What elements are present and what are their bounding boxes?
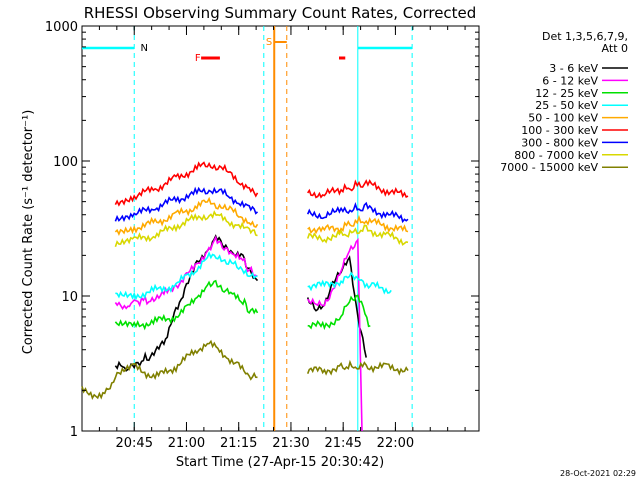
series-layer <box>81 161 409 432</box>
y-tick-label: 1 <box>70 425 78 440</box>
legend-label-1: 6 - 12 keV <box>542 74 598 87</box>
legend-header-0: Det 1,3,5,6,7,9, <box>542 30 628 43</box>
series-line-3-seg-1 <box>307 271 392 295</box>
series-1 <box>114 235 363 432</box>
annotation-f: F <box>195 53 201 64</box>
x-tick-label: 21:15 <box>220 436 257 451</box>
series-line-6-seg-0 <box>114 186 259 223</box>
series-3 <box>115 251 392 301</box>
series-line-4-seg-0 <box>114 196 259 236</box>
series-line-8-seg-1 <box>306 359 409 376</box>
x-axis-label: Start Time (27-Apr-15 20:30:42) <box>176 455 384 470</box>
series-5 <box>114 161 409 207</box>
series-line-3-seg-0 <box>115 251 258 301</box>
series-6 <box>114 186 409 224</box>
annotation-layer: N F S <box>82 37 413 64</box>
annotation-n: N <box>141 43 148 54</box>
series-line-5-seg-0 <box>114 161 259 207</box>
legend-label-2: 12 - 25 keV <box>535 87 598 100</box>
series-4 <box>114 196 409 236</box>
y-tick-label: 1000 <box>45 20 78 35</box>
series-line-6-seg-1 <box>306 201 409 224</box>
series-line-2-seg-0 <box>114 279 259 331</box>
series-line-2-seg-1 <box>307 294 371 331</box>
series-line-8-seg-0 <box>81 339 258 400</box>
y-tick-label: 10 <box>61 290 78 305</box>
x-tick-label: 20:45 <box>116 436 153 451</box>
x-tick-label: 22:00 <box>377 436 414 451</box>
legend-label-4: 50 - 100 keV <box>528 112 598 125</box>
legend-label-3: 25 - 50 keV <box>535 99 598 112</box>
y-axis: 1 10 100 1000 <box>45 20 479 440</box>
series-line-0-seg-0 <box>114 234 259 372</box>
footer-date: 28-Oct-2021 02:29 <box>560 469 636 478</box>
series-line-7-seg-1 <box>306 224 409 246</box>
series-0 <box>114 234 367 372</box>
series-line-4-seg-1 <box>307 214 409 235</box>
y-tick-label: 100 <box>53 155 78 170</box>
series-line-5-seg-1 <box>307 179 409 199</box>
legend-label-5: 100 - 300 keV <box>521 124 598 137</box>
series-line-1-seg-0 <box>114 235 258 311</box>
series-line-7-seg-0 <box>114 210 258 247</box>
x-tick-label: 21:45 <box>324 436 361 451</box>
legend-header-1: Att 0 <box>602 42 628 55</box>
x-axis: 20:45 21:00 21:15 21:30 21:45 22:00 <box>81 26 466 451</box>
plot-frame <box>81 25 480 432</box>
series-7 <box>114 210 409 247</box>
legend-label-7: 800 - 7000 keV <box>514 149 598 162</box>
series-line-0-seg-1 <box>306 255 367 358</box>
x-tick-label: 21:00 <box>168 436 205 451</box>
series-line-1-seg-1 <box>307 237 363 432</box>
x-tick-label: 21:30 <box>272 436 309 451</box>
series-2 <box>114 279 371 331</box>
series-8 <box>81 339 409 400</box>
chart-title: RHESSI Observing Summary Count Rates, Co… <box>84 4 477 22</box>
legend-label-0: 3 - 6 keV <box>549 62 598 75</box>
legend-label-8: 7000 - 15000 keV <box>500 161 598 174</box>
legend-label-6: 300 - 800 keV <box>521 136 598 149</box>
y-axis-label: Corrected Count Rate (s⁻¹ detector⁻¹) <box>21 110 36 355</box>
annotation-s: S <box>266 37 272 48</box>
